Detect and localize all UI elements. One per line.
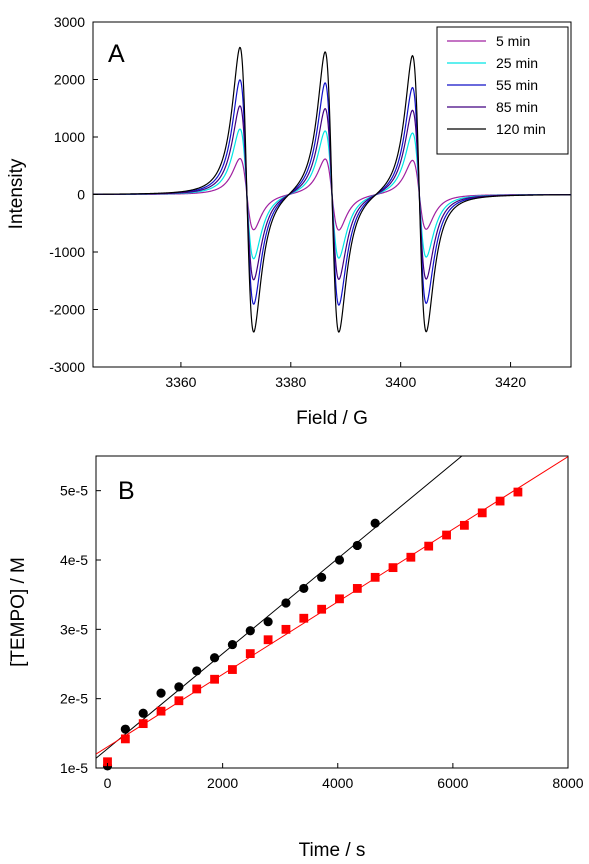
chart-b-point-square-21	[477, 508, 487, 518]
chart-b-point-square-1	[120, 734, 130, 744]
chart-b-point-square-17	[406, 552, 416, 562]
chart-b-point-square-18	[424, 541, 434, 551]
chart-b-point-square-14	[352, 584, 362, 593]
chart-a-y-tick-label-2: -1000	[49, 244, 85, 260]
chart-a-legend-label-0: 5 min	[496, 33, 530, 49]
chart-b-point-circle-8	[245, 626, 255, 636]
chart-b-point-circle-4	[174, 682, 184, 692]
chart-b-point-square-12	[317, 604, 327, 614]
chart-b-point-square-22	[495, 496, 505, 506]
chart-b-point-circle-9	[263, 617, 273, 627]
chart-b-axes: 0 2000 4000 6000 8000 1e-5 2e-5 3e-5 4e-5 5e-5	[60, 483, 584, 791]
chart-b-y-tick-label-2: 3e-5	[60, 621, 88, 637]
chart-a-y-tick-label-4: 1000	[54, 129, 85, 145]
chart-b-point-square-23	[513, 487, 523, 497]
chart-b-point-square-10	[281, 624, 291, 634]
chart-b-point-circle-11	[299, 583, 309, 594]
chart-a-legend-label-4: 120 min	[496, 121, 546, 137]
chart-b-point-square-5	[192, 684, 202, 694]
chart-b-fit-line-0	[96, 456, 463, 759]
chart-b-y-tick-label-3: 4e-5	[60, 552, 88, 568]
chart-a-panel-label: A	[108, 40, 125, 68]
chart-b-point-circle-7	[227, 639, 238, 650]
chart-b-point-square-20	[459, 520, 469, 530]
chart-b-point-circle-15	[370, 518, 380, 528]
chart-b-x-axis-label: Time / s	[299, 840, 366, 861]
chart-b-y-tick-label-1: 2e-5	[60, 691, 88, 707]
chart-b-x-tick-label-0: 0	[104, 775, 112, 791]
chart-b-point-square-0	[103, 757, 112, 767]
chart-b-point-circle-2	[138, 708, 148, 718]
chart-b-point-square-8	[245, 649, 255, 658]
chart-b-point-square-2	[138, 719, 148, 729]
chart-a-y-axis-label: Intensity	[6, 158, 27, 229]
chart-a-traces	[92, 46, 571, 333]
chart-b-points	[102, 487, 523, 771]
chart-b-x-tick-label-2: 4000	[322, 775, 353, 791]
chart-b-panel-label: B	[118, 477, 135, 505]
chart-b-point-circle-13	[334, 555, 345, 565]
chart-b-point-square-16	[388, 563, 398, 573]
chart-a-axes: 3360 3380 3400 3420 -3000 -2000 -1000 0 1000 2000…	[49, 14, 526, 390]
chart-b-point-square-3	[156, 706, 166, 716]
chart-a-series-line-4	[93, 46, 571, 333]
chart-b-y-axis-label: [TEMPO] / M	[8, 557, 29, 667]
chart-a-x-tick-label-1: 3380	[275, 374, 306, 390]
chart-a-x-tick-label-0: 3360	[165, 374, 196, 390]
chart-b-y-tick-label-0: 1e-5	[60, 760, 88, 776]
chart-b-point-circle-14	[352, 540, 362, 551]
chart-b-point-circle-5	[192, 666, 202, 676]
chart-a: 3360 3380 3400 3420 -3000 -2000 -1000 0 1000 2000…	[6, 14, 572, 429]
chart-a-legend-label-1: 25 min	[496, 55, 538, 71]
chart-b-point-square-6	[210, 674, 219, 684]
chart-a-y-tick-label-0: -3000	[49, 359, 85, 375]
chart-b-point-square-7	[228, 665, 237, 674]
chart-b-point-square-4	[174, 696, 184, 706]
chart-a-legend-box	[436, 26, 569, 155]
chart-a-legend: 5 min 25 min 55 min 85 min 120 min	[436, 26, 569, 155]
chart-b-point-circle-12	[317, 572, 327, 582]
chart-b-point-circle-10	[281, 598, 291, 608]
chart-b-point-square-13	[335, 594, 344, 604]
chart-a-y-tick-label-6: 3000	[54, 14, 85, 30]
chart-b-point-circle-3	[156, 688, 166, 698]
chart-a-x-tick-label-3: 3420	[495, 374, 526, 390]
chart-b-x-tick-label-3: 6000	[437, 775, 468, 791]
chart-b-point-square-9	[263, 635, 273, 645]
chart-a-y-tick-label-5: 2000	[54, 72, 85, 88]
chart-b-point-circle-6	[209, 653, 220, 663]
chart-b-x-tick-label-4: 8000	[552, 775, 583, 791]
chart-a-x-axis-label: Field / G	[296, 408, 368, 429]
chart-b-x-tick-label-1: 2000	[207, 775, 238, 791]
chart-a-y-tick-label-3: 0	[77, 187, 85, 203]
chart-b-point-square-19	[442, 530, 451, 540]
chart-b-y-tick-label-4: 5e-5	[60, 483, 88, 499]
chart-a-y-tick-label-1: -2000	[49, 302, 85, 318]
chart-a-legend-label-3: 85 min	[496, 99, 538, 115]
chart-a-x-tick-label-2: 3400	[385, 374, 416, 390]
chart-b-plot-area	[95, 455, 569, 769]
chart-a-legend-label-2: 55 min	[496, 77, 538, 93]
chart-b-point-square-15	[370, 572, 380, 582]
chart-b-point-square-11	[299, 613, 309, 623]
chart-b-point-circle-1	[120, 724, 130, 734]
